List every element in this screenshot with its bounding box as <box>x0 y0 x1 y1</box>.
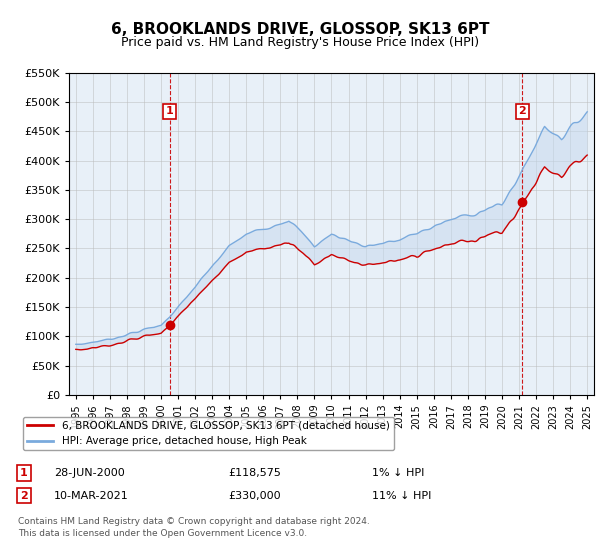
Text: 1: 1 <box>20 468 28 478</box>
Legend: 6, BROOKLANDS DRIVE, GLOSSOP, SK13 6PT (detached house), HPI: Average price, det: 6, BROOKLANDS DRIVE, GLOSSOP, SK13 6PT (… <box>23 417 394 450</box>
Text: 2: 2 <box>20 491 28 501</box>
Text: 6, BROOKLANDS DRIVE, GLOSSOP, SK13 6PT: 6, BROOKLANDS DRIVE, GLOSSOP, SK13 6PT <box>111 22 489 38</box>
Text: £118,575: £118,575 <box>228 468 281 478</box>
Text: Contains HM Land Registry data © Crown copyright and database right 2024.: Contains HM Land Registry data © Crown c… <box>18 517 370 526</box>
Text: This data is licensed under the Open Government Licence v3.0.: This data is licensed under the Open Gov… <box>18 529 307 538</box>
Text: 28-JUN-2000: 28-JUN-2000 <box>54 468 125 478</box>
Text: 11% ↓ HPI: 11% ↓ HPI <box>372 491 431 501</box>
Text: 1: 1 <box>166 106 173 116</box>
Text: 2: 2 <box>518 106 526 116</box>
Text: 10-MAR-2021: 10-MAR-2021 <box>54 491 129 501</box>
Text: Price paid vs. HM Land Registry's House Price Index (HPI): Price paid vs. HM Land Registry's House … <box>121 36 479 49</box>
Text: £330,000: £330,000 <box>228 491 281 501</box>
Text: 1% ↓ HPI: 1% ↓ HPI <box>372 468 424 478</box>
